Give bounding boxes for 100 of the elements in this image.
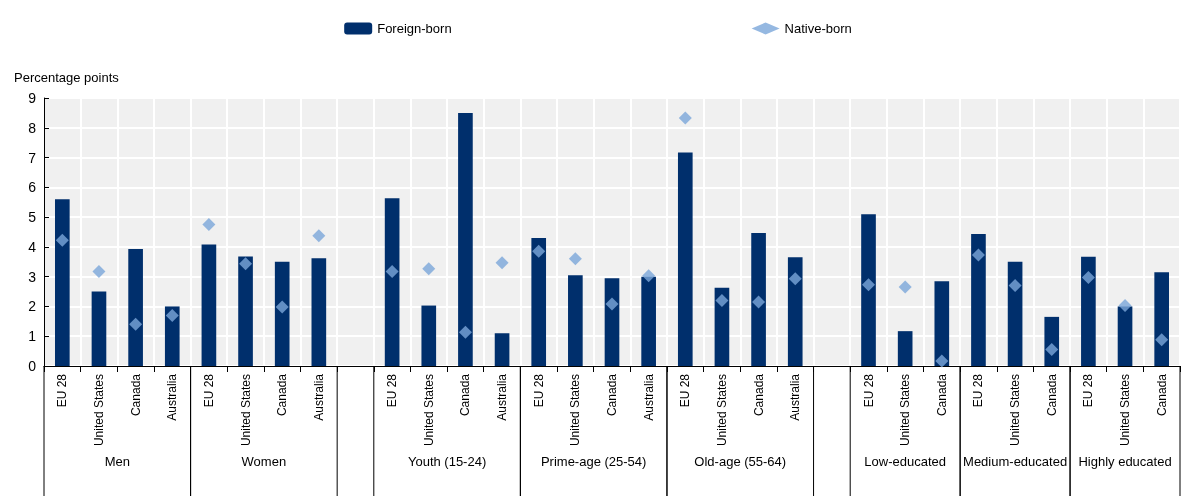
text: Medium-educated	[963, 454, 1068, 469]
bar	[568, 275, 583, 366]
point	[385, 265, 399, 279]
y-tick-label: 1	[28, 328, 37, 345]
point	[422, 262, 436, 276]
x-tick-label: Canada	[458, 373, 473, 417]
x-tick-label: Australia	[495, 373, 510, 421]
bar	[1081, 256, 1096, 366]
x-tick-label: Australia	[788, 373, 803, 421]
y-tick-label: 5	[28, 209, 37, 226]
point	[1008, 279, 1022, 293]
bar	[201, 244, 217, 366]
x-tick-label: United States	[714, 374, 729, 447]
text: Women	[241, 454, 287, 469]
point	[275, 300, 289, 314]
point	[605, 297, 619, 311]
point	[752, 295, 766, 309]
bar	[458, 112, 473, 366]
point	[935, 354, 949, 368]
legend-label: Foreign-born	[377, 21, 452, 36]
x-tick-label: EU 28	[971, 373, 986, 408]
x-tick-label: Canada	[1044, 373, 1059, 417]
bar	[384, 198, 400, 366]
point	[971, 248, 985, 262]
bar	[1007, 261, 1023, 366]
x-tick-label: EU 28	[385, 373, 400, 408]
text: Low-educated	[864, 454, 946, 469]
x-tick-label: Australia	[311, 373, 326, 421]
point	[239, 257, 253, 271]
bar	[54, 199, 70, 366]
bar	[787, 257, 803, 366]
point	[165, 308, 179, 322]
bar	[311, 258, 327, 366]
x-tick-label: Australia	[165, 373, 180, 421]
y-tick-label: 2	[28, 298, 37, 315]
y-tick-label: 3	[28, 268, 37, 285]
legend-label: Native-born	[784, 21, 852, 36]
point	[495, 256, 509, 270]
bar	[677, 152, 693, 366]
bar	[751, 232, 766, 366]
point	[202, 218, 216, 232]
point	[678, 111, 692, 125]
x-tick-label: Canada	[128, 373, 143, 417]
point	[1081, 271, 1095, 285]
y-tick-label: 9	[28, 90, 37, 106]
x-tick-label: Australia	[641, 373, 656, 421]
y-tick-label: 4	[28, 238, 37, 255]
text: Prime-age (25-54)	[540, 454, 647, 469]
point	[532, 244, 546, 258]
point	[92, 265, 106, 279]
bar	[494, 333, 510, 366]
text: Old-age (55-64)	[694, 454, 787, 469]
x-tick-label: Canada	[1154, 373, 1169, 417]
y-axis-title: Percentage points	[14, 70, 120, 85]
x-tick-label: Canada	[275, 373, 290, 417]
x-tick-label: EU 28	[201, 373, 216, 408]
x-tick-label: EU 28	[861, 373, 876, 408]
x-tick-label: United States	[1008, 374, 1023, 447]
point	[1118, 299, 1132, 313]
point	[568, 252, 582, 266]
x-tick-label: Canada	[605, 373, 619, 417]
bar	[238, 256, 253, 366]
x-tick-label: United States	[568, 374, 583, 447]
x-tick-label: Canada	[751, 373, 766, 417]
x-tick-label: Canada	[934, 373, 949, 417]
bar	[164, 306, 180, 366]
point	[129, 317, 143, 331]
x-tick-label: United States	[91, 374, 106, 447]
text: Youth (15-24)	[407, 454, 487, 469]
x-tick-label: EU 28	[1081, 373, 1096, 408]
bar	[861, 214, 876, 366]
text: Highly educated	[1078, 454, 1172, 469]
point	[788, 272, 802, 286]
bar	[971, 234, 986, 366]
x-tick-label: United States	[1118, 374, 1133, 447]
bar	[128, 248, 143, 366]
bar	[274, 261, 290, 366]
point	[1045, 343, 1059, 357]
point	[458, 325, 472, 339]
bar	[641, 276, 656, 366]
bar	[934, 281, 950, 366]
x-tick-label: EU 28	[55, 373, 70, 408]
point	[642, 269, 656, 283]
y-tick-label: 7	[28, 149, 37, 166]
y-tick-label: 8	[28, 119, 37, 136]
bar	[1117, 306, 1133, 366]
bar	[531, 237, 547, 366]
point	[898, 280, 912, 294]
bar	[714, 287, 730, 366]
y-tick-label: 6	[28, 179, 37, 196]
bar	[421, 305, 437, 366]
point	[1155, 333, 1169, 347]
x-tick-label: United States	[898, 374, 913, 447]
point	[312, 229, 326, 243]
y-tick-label: 0	[28, 358, 37, 374]
bar	[604, 278, 620, 366]
x-tick-label: United States	[421, 374, 436, 447]
point	[862, 278, 876, 292]
point	[55, 233, 69, 247]
bar	[91, 291, 107, 366]
